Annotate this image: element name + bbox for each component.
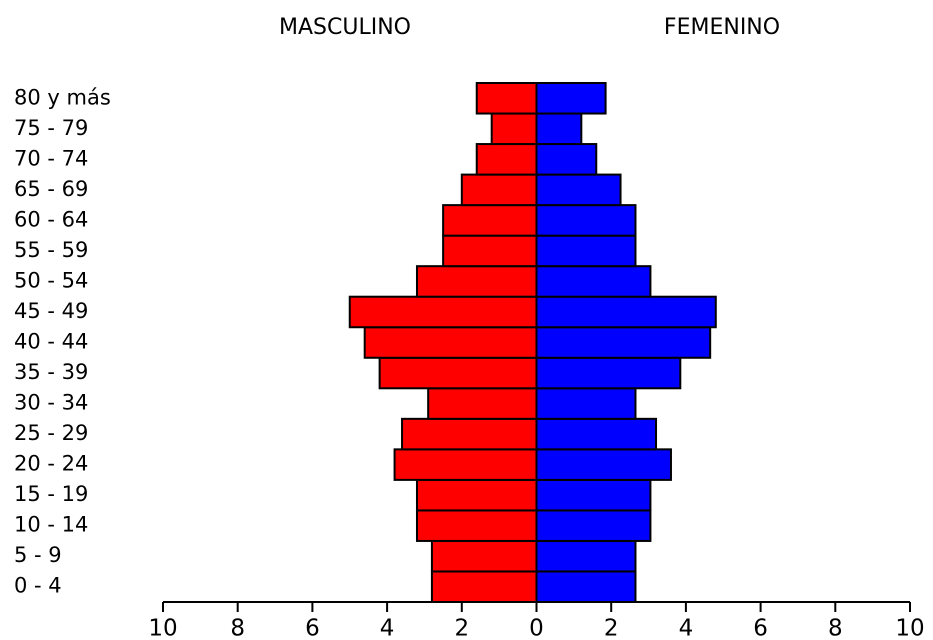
bar (348, 295, 538, 329)
y-tick-label: 65 - 69 (14, 177, 88, 201)
bar (535, 478, 652, 512)
y-tick-label: 55 - 59 (14, 238, 88, 262)
y-tick-label: 30 - 34 (14, 391, 88, 415)
y-tick-label: 0 - 4 (14, 574, 62, 598)
bar (535, 82, 607, 115)
bar (535, 173, 622, 207)
bar (393, 448, 538, 481)
x-tick-label: 6 (305, 616, 320, 640)
x-tick-label: 10 (895, 616, 924, 640)
y-tick-label: 5 - 9 (14, 543, 62, 567)
y-tick-label: 25 - 29 (14, 421, 88, 445)
bar (535, 295, 717, 329)
bar (427, 387, 538, 420)
y-tick-label: 40 - 44 (14, 330, 88, 354)
bar (430, 539, 538, 573)
bar (535, 570, 637, 603)
bar (535, 234, 637, 268)
bar (363, 326, 538, 359)
bar (442, 234, 538, 268)
bar (535, 539, 637, 573)
y-tick-label: 15 - 19 (14, 482, 88, 506)
bar (535, 265, 652, 298)
bar (490, 112, 538, 146)
x-tick-label: 8 (828, 616, 843, 640)
x-tick-label: 4 (380, 616, 395, 640)
bar (535, 387, 637, 420)
bar (475, 82, 538, 115)
bar (535, 509, 652, 542)
bar (535, 112, 583, 146)
x-tick-label: 2 (604, 616, 619, 640)
x-tick-label: 10 (148, 616, 177, 640)
series-heading: MASCULINO (279, 15, 411, 40)
bar (415, 478, 538, 512)
x-tick-label: 6 (753, 616, 768, 640)
bar (460, 173, 538, 207)
y-tick-label: 45 - 49 (14, 299, 88, 323)
bar (415, 509, 538, 542)
bar (535, 326, 712, 359)
bar (535, 417, 658, 451)
y-tick-label: 35 - 39 (14, 360, 88, 384)
y-tick-label: 50 - 54 (14, 268, 88, 292)
bar (430, 570, 538, 603)
bar (415, 265, 538, 298)
y-tick-label: 75 - 79 (14, 116, 88, 140)
x-tick-label: 4 (679, 616, 694, 640)
bar (535, 356, 682, 390)
x-tick-label: 2 (454, 616, 469, 640)
bar (475, 143, 538, 176)
bar (378, 356, 538, 390)
series-heading: FEMENINO (664, 15, 780, 40)
x-tick-label: 8 (230, 616, 245, 640)
y-tick-label: 20 - 24 (14, 452, 88, 476)
y-tick-label: 10 - 14 (14, 513, 88, 537)
bar (535, 143, 598, 176)
bar (401, 417, 538, 451)
y-tick-label: 60 - 64 (14, 207, 88, 231)
bar (535, 204, 637, 237)
x-tick-label: 0 (529, 616, 544, 640)
bar (442, 204, 538, 237)
bar (535, 448, 672, 481)
y-tick-label: 80 y más (14, 85, 111, 109)
y-tick-label: 70 - 74 (14, 146, 88, 170)
